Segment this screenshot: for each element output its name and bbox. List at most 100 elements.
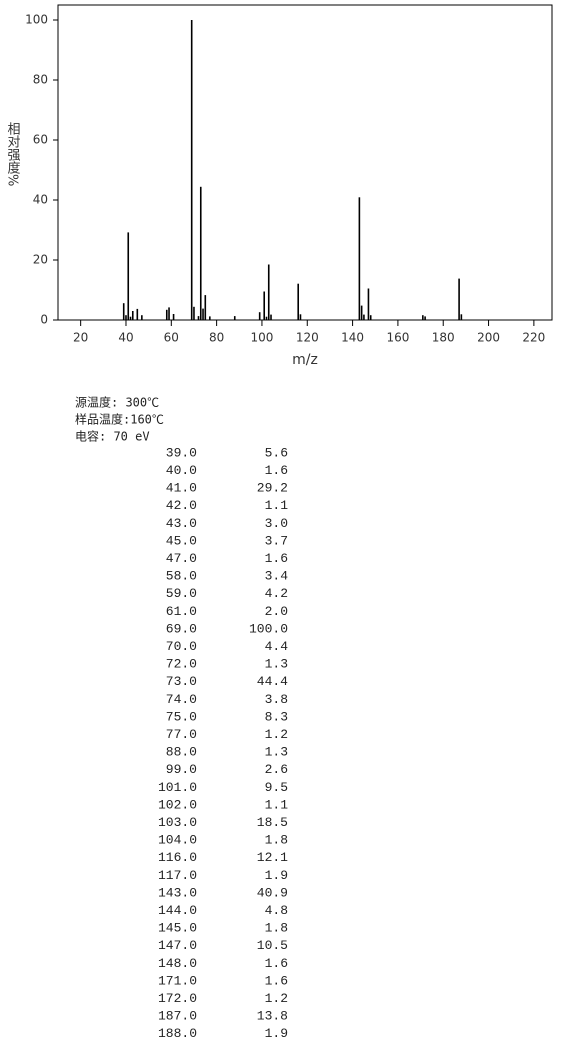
peak	[367, 288, 370, 320]
mz-cell: 47.0	[166, 551, 197, 566]
intensity-cell: 1.1	[265, 797, 289, 812]
condition: 源温度: 300℃	[75, 395, 159, 410]
mz-cell: 145.0	[158, 921, 197, 936]
y-axis-label: 相对强度%	[5, 122, 21, 186]
peak	[270, 314, 272, 320]
peak	[204, 295, 207, 320]
mz-cell: 58.0	[166, 569, 197, 584]
peak	[172, 314, 175, 320]
mz-cell: 188.0	[158, 1026, 197, 1041]
intensity-cell: 5.6	[265, 445, 288, 460]
mz-cell: 69.0	[166, 621, 197, 636]
intensity-cell: 18.5	[257, 815, 288, 830]
plot-frame	[57, 4, 553, 321]
x-tick-label: 120	[296, 331, 319, 345]
mz-cell: 39.0	[166, 445, 197, 460]
intensity-cell: 4.2	[265, 586, 288, 601]
mz-cell: 171.0	[158, 973, 197, 988]
peak	[263, 291, 266, 320]
mz-cell: 116.0	[158, 850, 197, 865]
peak	[136, 308, 139, 320]
y-tick-label: 100	[25, 13, 48, 27]
peak	[209, 316, 211, 320]
peak	[190, 20, 193, 320]
peak	[258, 312, 261, 320]
intensity-cell: 9.5	[265, 780, 288, 795]
x-tick-label: 160	[386, 331, 409, 345]
peak	[460, 314, 463, 320]
intensity-cell: 3.7	[265, 533, 288, 548]
intensity-cell: 1.3	[265, 745, 288, 760]
intensity-cell: 2.6	[265, 762, 288, 777]
intensity-cell: 1.8	[265, 833, 288, 848]
peak	[299, 314, 302, 320]
mz-cell: 172.0	[158, 991, 197, 1006]
intensity-cell: 3.0	[265, 516, 288, 531]
y-tick-label: 80	[33, 73, 48, 87]
intensity-cell: 44.4	[257, 674, 288, 689]
peak	[369, 315, 372, 320]
mz-cell: 75.0	[166, 709, 197, 724]
peak	[363, 314, 365, 320]
mz-cell: 117.0	[158, 868, 197, 883]
mz-cell: 72.0	[166, 657, 197, 672]
peak	[267, 264, 270, 320]
peak	[129, 316, 132, 320]
peak	[127, 232, 130, 320]
mz-cell: 144.0	[158, 903, 197, 918]
x-tick-label: 40	[118, 331, 133, 345]
peak	[358, 197, 361, 320]
mz-cell: 99.0	[166, 762, 197, 777]
x-tick-label: 100	[250, 331, 273, 345]
intensity-cell: 1.1	[265, 498, 289, 513]
mz-cell: 187.0	[158, 1009, 197, 1024]
intensity-cell: 3.8	[265, 692, 288, 707]
peak	[422, 315, 424, 320]
intensity-cell: 100.0	[249, 621, 288, 636]
intensity-cell: 1.2	[265, 727, 288, 742]
y-tick-label: 0	[40, 313, 48, 327]
condition: 样品温度:160℃	[75, 412, 164, 427]
mz-cell: 88.0	[166, 745, 197, 760]
peak	[131, 311, 134, 320]
intensity-cell: 4.8	[265, 903, 288, 918]
peak	[297, 283, 300, 320]
mz-cell: 74.0	[166, 692, 197, 707]
mz-cell: 41.0	[166, 481, 197, 496]
x-tick-label: 140	[341, 331, 364, 345]
intensity-cell: 40.9	[257, 885, 288, 900]
intensity-cell: 1.9	[265, 1026, 288, 1041]
intensity-cell: 1.8	[265, 921, 288, 936]
mz-cell: 61.0	[166, 604, 197, 619]
peak	[122, 303, 125, 320]
condition: 电容: 70 eV	[75, 429, 150, 444]
intensity-cell: 12.1	[257, 850, 288, 865]
peak	[424, 316, 426, 320]
mz-cell: 103.0	[158, 815, 197, 830]
intensity-cell: 4.4	[265, 639, 289, 654]
peak	[197, 316, 200, 320]
mz-cell: 70.0	[166, 639, 197, 654]
peak	[141, 315, 143, 320]
y-tick-label: 20	[33, 253, 48, 267]
mz-cell: 147.0	[158, 938, 197, 953]
mz-cell: 42.0	[166, 498, 197, 513]
intensity-cell: 29.2	[257, 481, 288, 496]
mz-cell: 43.0	[166, 516, 197, 531]
mz-cell: 104.0	[158, 833, 197, 848]
peak	[125, 315, 127, 320]
intensity-cell: 1.3	[265, 657, 288, 672]
intensity-cell: 13.8	[257, 1009, 288, 1024]
mz-cell: 143.0	[158, 885, 197, 900]
intensity-cell: 8.3	[265, 709, 288, 724]
x-tick-label: 60	[164, 331, 179, 345]
peak	[458, 278, 460, 320]
intensity-cell: 1.6	[265, 551, 288, 566]
peak	[165, 309, 168, 320]
x-tick-label: 80	[209, 331, 224, 345]
mz-cell: 73.0	[166, 674, 197, 689]
peak	[265, 316, 268, 320]
intensity-cell: 1.9	[265, 868, 288, 883]
peak	[168, 307, 170, 320]
